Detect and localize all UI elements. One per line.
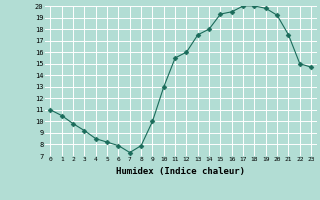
X-axis label: Humidex (Indice chaleur): Humidex (Indice chaleur) (116, 167, 245, 176)
